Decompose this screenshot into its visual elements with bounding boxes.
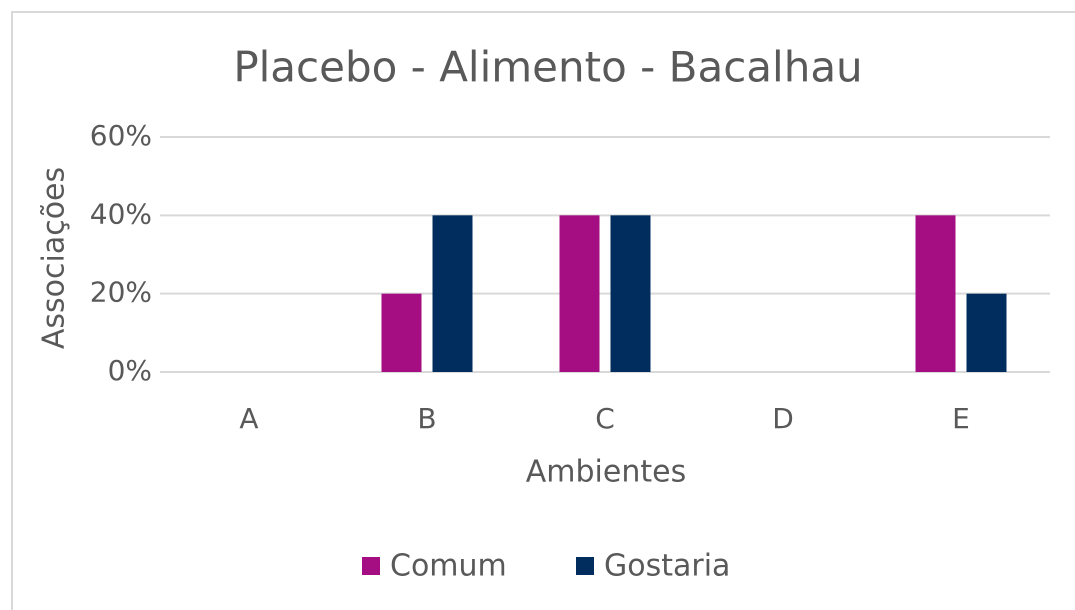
legend-swatch bbox=[576, 557, 594, 575]
y-axis-title: Associações bbox=[37, 167, 72, 349]
bar bbox=[966, 293, 1007, 372]
y-tick-label: 40% bbox=[90, 197, 152, 230]
y-tick-label: 20% bbox=[90, 276, 152, 309]
bar bbox=[559, 215, 600, 372]
y-tick-label: 0% bbox=[108, 354, 152, 387]
y-tick-label: 60% bbox=[90, 119, 152, 152]
x-tick-label: A bbox=[239, 402, 258, 435]
chart-border bbox=[11, 11, 1075, 610]
chart-title: Placebo - Alimento - Bacalhau bbox=[233, 43, 862, 92]
legend-label: Gostaria bbox=[604, 549, 730, 584]
x-tick-label: C bbox=[595, 402, 615, 435]
legend-swatch bbox=[362, 557, 380, 575]
legend-label: Comum bbox=[390, 549, 507, 584]
x-tick-label: D bbox=[772, 402, 794, 435]
x-tick-label: B bbox=[417, 402, 436, 435]
bar bbox=[432, 215, 473, 372]
x-axis-title: Ambientes bbox=[526, 455, 686, 490]
x-tick-label: E bbox=[952, 402, 970, 435]
bar bbox=[915, 215, 956, 372]
bar bbox=[610, 215, 651, 372]
bar bbox=[381, 293, 422, 372]
